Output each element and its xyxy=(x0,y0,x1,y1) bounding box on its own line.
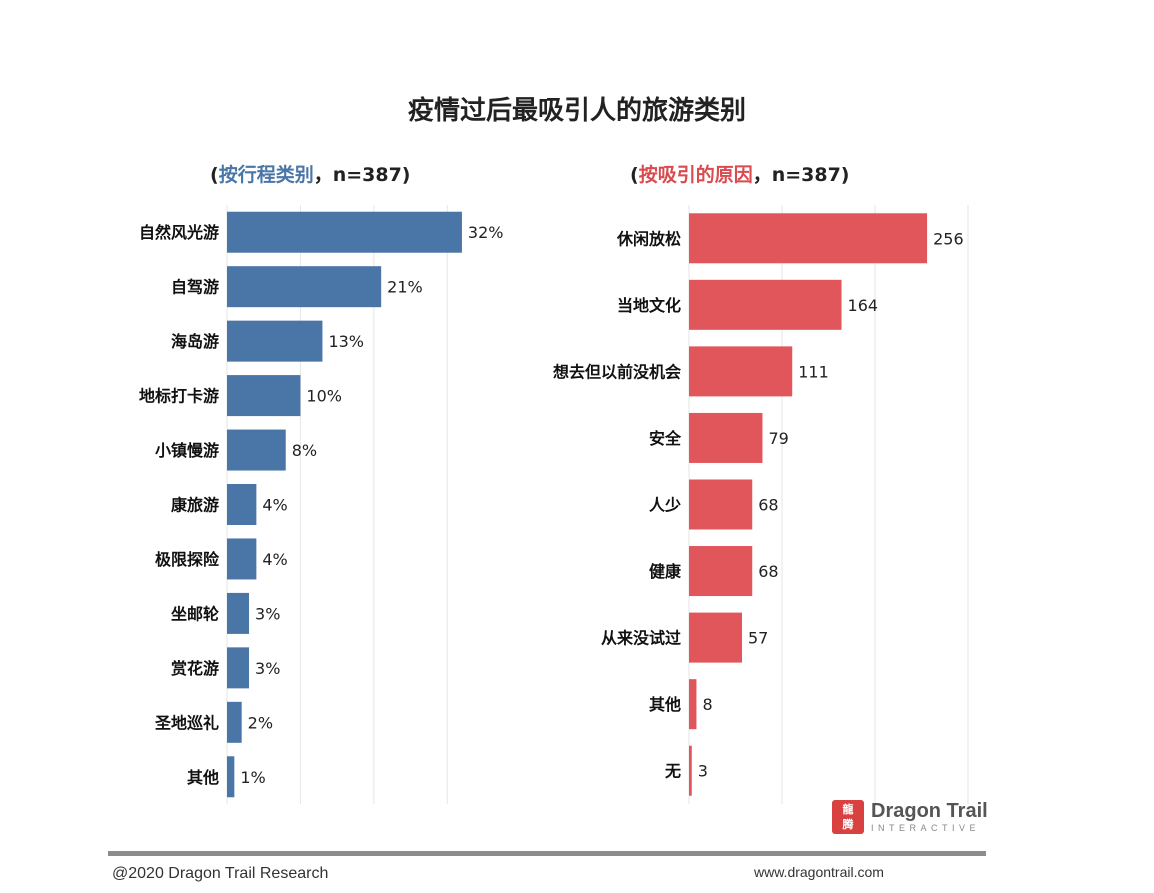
right-category-label: 当地文化 xyxy=(617,296,681,315)
left-bar xyxy=(227,484,257,525)
left-bar xyxy=(227,320,323,362)
right-chart-subtitle: (按吸引的原因，n=387) xyxy=(630,160,850,187)
right-value-label: 3 xyxy=(698,762,708,781)
left-bar xyxy=(227,756,235,798)
right-subtitle-rest: ，n=387) xyxy=(752,164,850,186)
left-bar xyxy=(227,538,257,580)
right-value-label: 164 xyxy=(848,296,879,315)
left-value-label: 2% xyxy=(248,713,273,732)
left-subtitle-rest: ，n=387) xyxy=(313,164,411,186)
left-value-label: 21% xyxy=(387,278,423,297)
left-value-label: 3% xyxy=(255,659,280,678)
right-value-label: 68 xyxy=(758,496,778,515)
right-bar xyxy=(689,346,793,397)
right-bar xyxy=(689,745,692,796)
left-value-label: 4% xyxy=(262,496,287,515)
right-category-label: 人少 xyxy=(649,496,681,515)
dragon-trail-logo: 龍 腾 Dragon Trail INTERACTIVE xyxy=(832,800,988,834)
left-category-label: 圣地巡礼 xyxy=(154,713,219,732)
left-category-label: 康旅游 xyxy=(171,496,219,515)
left-category-label: 极限探险 xyxy=(155,550,220,569)
left-bar xyxy=(227,211,462,253)
left-subtitle-open: ( xyxy=(210,164,219,186)
right-category-label: 健康 xyxy=(649,562,682,581)
left-value-label: 10% xyxy=(306,387,342,406)
left-bar xyxy=(227,266,382,308)
left-value-label: 13% xyxy=(328,332,364,351)
right-bar xyxy=(689,412,763,463)
right-value-label: 57 xyxy=(748,629,768,648)
left-category-label: 坐邮轮 xyxy=(171,604,219,623)
right-category-label: 休闲放松 xyxy=(616,229,681,248)
left-category-label: 自驾游 xyxy=(171,278,219,297)
left-category-label: 海岛游 xyxy=(171,332,219,351)
right-bar xyxy=(689,279,842,330)
left-bar xyxy=(227,375,301,417)
chart-title: 疫情过后最吸引人的旅游类别 xyxy=(407,96,746,126)
right-value-label: 79 xyxy=(768,429,788,448)
logo-mark: 龍 腾 xyxy=(832,800,864,834)
left-value-label: 3% xyxy=(255,604,280,623)
right-bar xyxy=(689,479,753,530)
logo-subtitle: INTERACTIVE xyxy=(871,823,981,833)
left-value-label: 8% xyxy=(292,441,317,460)
right-subtitle-open: ( xyxy=(630,164,639,186)
footer-website: www.dragontrail.com xyxy=(754,864,884,880)
right-bar xyxy=(689,546,753,597)
right-category-label: 从来没试过 xyxy=(601,629,681,648)
left-category-label: 地标打卡游 xyxy=(139,387,219,406)
left-category-label: 自然风光游 xyxy=(139,223,219,242)
right-value-label: 8 xyxy=(702,695,712,714)
left-subtitle-key: 按行程类别 xyxy=(218,164,314,186)
left-value-label: 4% xyxy=(262,550,287,569)
left-bar xyxy=(227,592,250,634)
footer-divider xyxy=(108,851,986,856)
left-category-label: 其他 xyxy=(187,768,219,787)
left-chart-subtitle: (按行程类别，n=387) xyxy=(210,160,411,187)
right-category-label: 其他 xyxy=(649,695,681,714)
left-bar xyxy=(227,701,242,743)
right-value-label: 256 xyxy=(933,229,964,248)
right-category-label: 安全 xyxy=(649,429,682,448)
right-bar xyxy=(689,213,928,264)
right-category-label: 无 xyxy=(664,762,681,781)
left-value-label: 1% xyxy=(240,768,265,787)
logo-name: Dragon Trail xyxy=(871,800,988,822)
left-bar xyxy=(227,647,250,689)
right-subtitle-key: 按吸引的原因 xyxy=(638,164,753,186)
left-category-label: 小镇慢游 xyxy=(155,441,219,460)
right-value-label: 111 xyxy=(798,362,829,381)
left-category-label: 赏花游 xyxy=(171,659,219,678)
left-value-label: 32% xyxy=(468,223,504,242)
right-bar xyxy=(689,679,697,730)
left-bar xyxy=(227,429,286,471)
right-bar xyxy=(689,612,743,663)
footer-copyright: @2020 Dragon Trail Research xyxy=(112,865,329,882)
right-value-label: 68 xyxy=(758,562,778,581)
right-category-label: 想去但以前没机会 xyxy=(552,362,681,381)
